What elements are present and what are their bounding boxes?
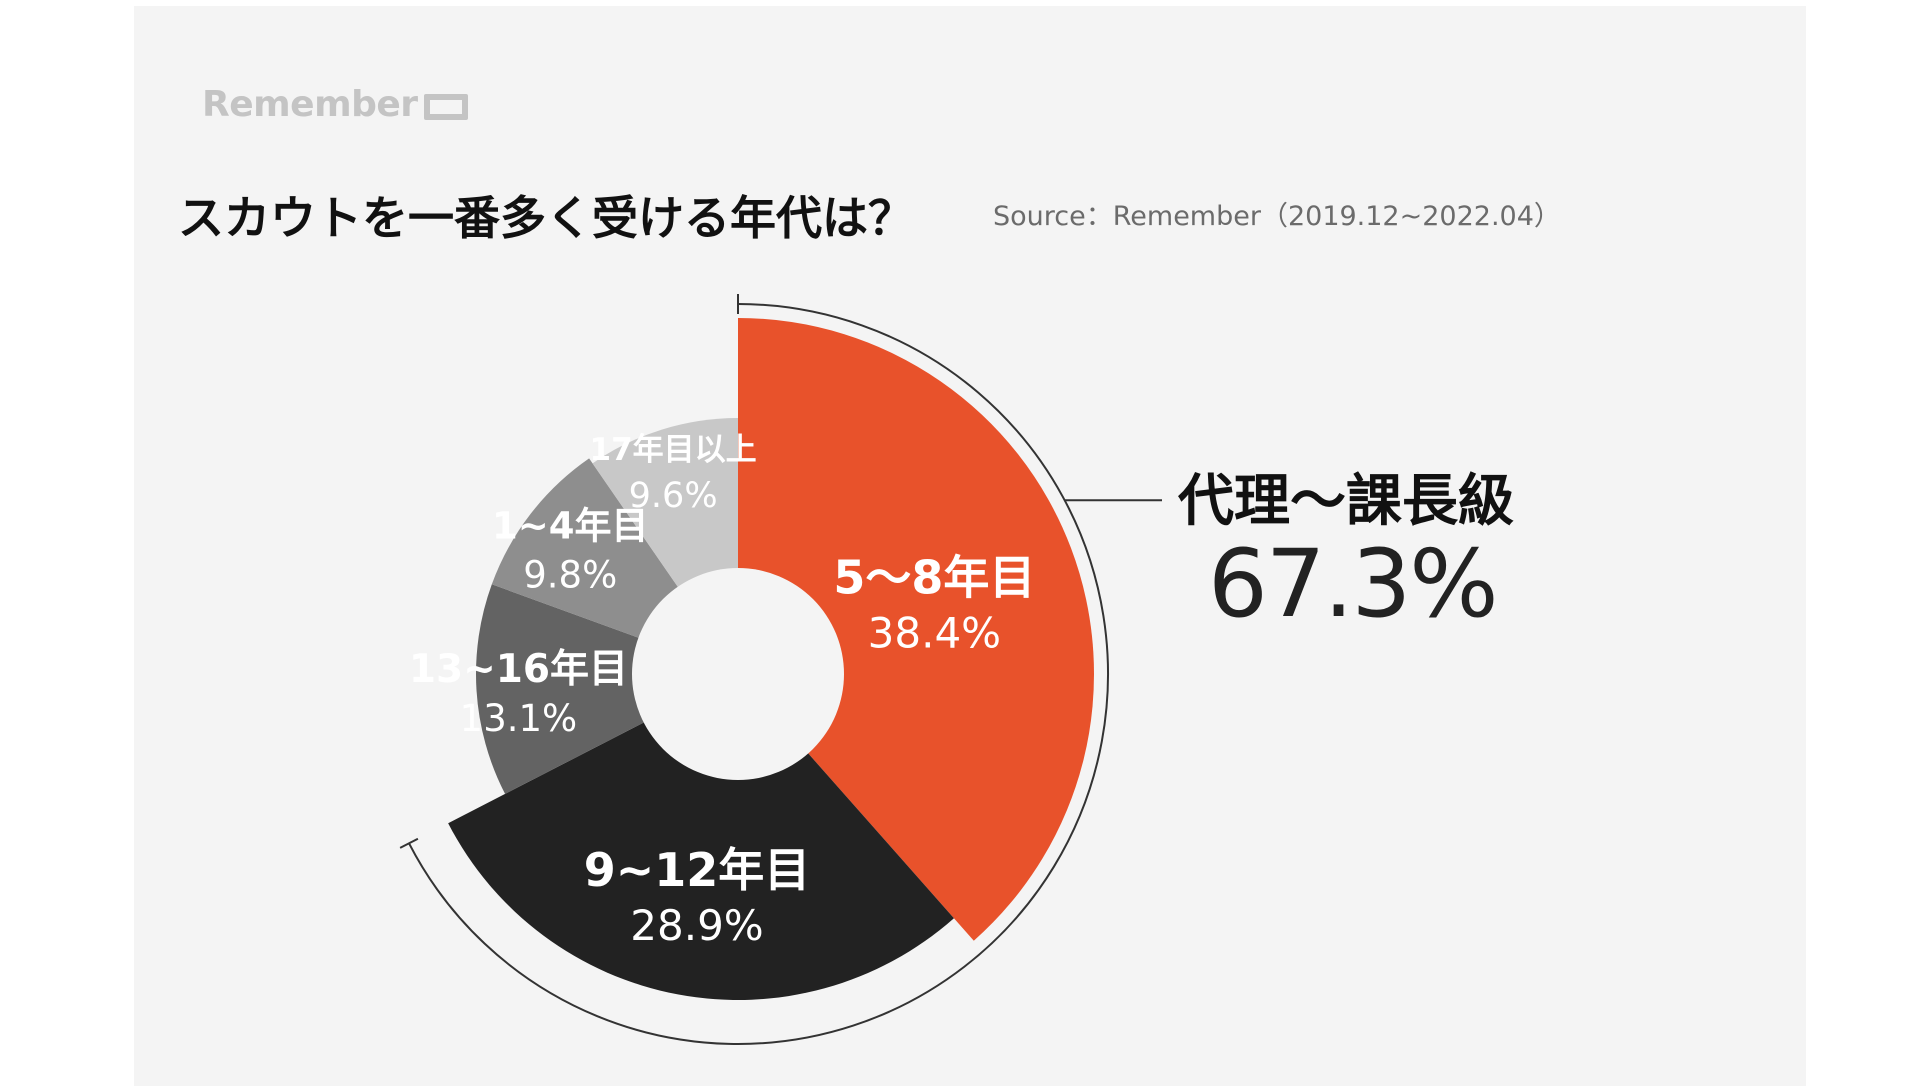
highlight-bracket xyxy=(399,294,1162,1045)
bracket-arc xyxy=(408,303,1109,1045)
slice-value-2: 13.1% xyxy=(460,697,578,740)
slice-1 xyxy=(448,674,954,1000)
chart-title: スカウトを一番多く受ける年代は？ xyxy=(178,191,914,245)
logo-box-icon xyxy=(423,93,468,120)
slice-0 xyxy=(738,318,1095,941)
donut-hole xyxy=(632,568,844,780)
slice-value-0: 38.4% xyxy=(868,609,1001,658)
slice-label-1: 9~12年目 xyxy=(584,843,811,897)
slice-label-2: 13~16年目 xyxy=(409,647,628,692)
slice-label-4: 17年目以上 xyxy=(590,432,757,468)
slice-value-4: 9.6% xyxy=(629,476,718,516)
labels-layer: 5〜8年目38.4%9~12年目28.9%13~16年目13.1%1~4年目9.… xyxy=(409,432,1036,950)
callout-label: 代理〜課長級 xyxy=(1178,469,1514,534)
slice-value-1: 28.9% xyxy=(630,901,763,950)
remember-logo: Remember xyxy=(202,84,468,125)
callout-value: 67.3% xyxy=(1208,530,1499,639)
bracket-tick-1 xyxy=(399,837,419,849)
slice-value-3: 9.8% xyxy=(523,553,617,596)
slice-label-0: 5〜8年目 xyxy=(833,551,1035,605)
source-note: Source：Remember（2019.12~2022.04） xyxy=(993,201,1561,232)
logo-text: Remember xyxy=(202,84,418,125)
slice-label-3: 1~4年目 xyxy=(492,504,649,547)
slice-2 xyxy=(475,584,738,794)
